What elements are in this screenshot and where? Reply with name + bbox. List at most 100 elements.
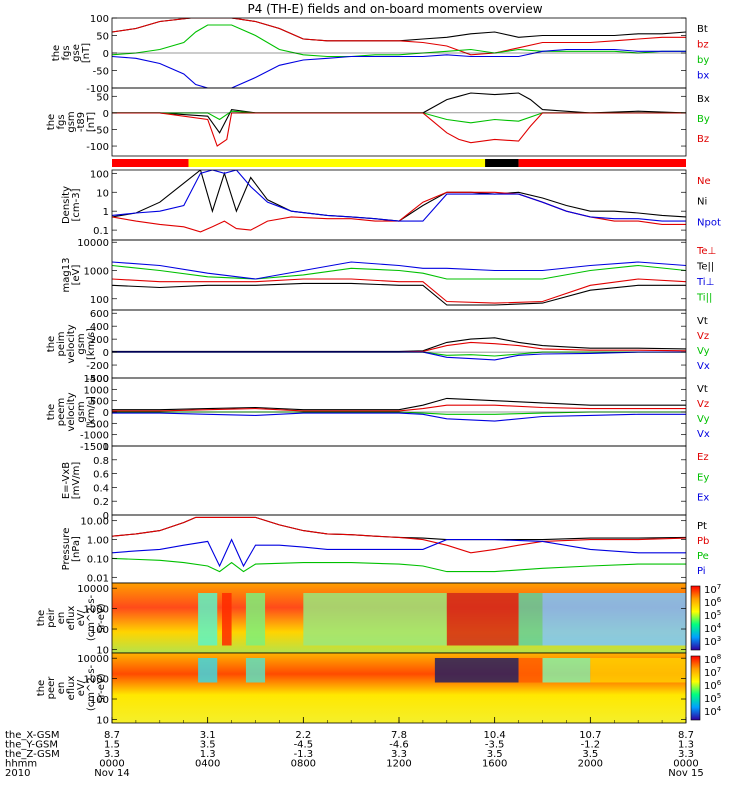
y-axis-label: peim (56, 331, 67, 356)
colorbar-tick-label: 106 (704, 679, 722, 692)
y-axis-label: (cm^2-s- (86, 664, 97, 711)
y-axis-label: (cm^2-s- (86, 594, 97, 641)
region-segment (112, 159, 189, 167)
panel-e-field: 1 0.8 0.6 0.4 0.2 0 E=-VxB [mV/m] Ez Ey Ex (61, 442, 709, 522)
series-line-te⊥ (112, 278, 686, 304)
x-row-value: 3.5 (582, 749, 598, 760)
series-group (112, 261, 686, 306)
series-group (112, 516, 686, 573)
spectrogram-band (542, 593, 686, 646)
y-axis-label: Pressure (61, 528, 72, 571)
y-axis-label: peir (46, 607, 57, 627)
y-tick-label: -500 (86, 419, 109, 430)
y-tick-label: 0 (103, 49, 109, 60)
region-segment (485, 159, 519, 167)
legend-entry: Ez (697, 452, 709, 463)
region-segment (518, 159, 686, 167)
y-tick-label: -400 (86, 374, 109, 385)
x-row-value: 1.3 (678, 740, 694, 751)
y-axis-label: the (46, 336, 57, 352)
y-tick-label: 100 (90, 295, 109, 306)
panel-region-bar (112, 159, 686, 167)
legend-entry: Te|| (696, 262, 714, 273)
legend-entry: bx (697, 71, 709, 82)
y-tick-label: -200 (86, 361, 109, 372)
colorbar-tick-label: 106 (704, 596, 722, 609)
y-tick-label: 0.6 (93, 470, 109, 481)
spectrogram-band (245, 658, 266, 683)
x-row-value: -4.6 (389, 740, 409, 751)
y-axis-label: en (56, 612, 67, 625)
legend-entry: Vt (697, 384, 708, 395)
y-axis-label: velocity (66, 392, 77, 431)
y-tick-label: 0 (103, 348, 109, 359)
spectrogram-band (303, 593, 447, 646)
spectrogram-band (518, 593, 543, 646)
colorbar-tick-label: 104 (704, 622, 722, 635)
colorbar-tick-label: 104 (704, 705, 722, 718)
spectrogram-image (112, 583, 686, 653)
series-line-pi (112, 538, 686, 568)
y-axis-label: [nT] (81, 43, 92, 63)
y-tick-label: 10 (96, 188, 109, 199)
y-axis-label: velocity (66, 324, 77, 363)
legend-entry: Ne (697, 176, 711, 187)
x-row-value: 1200 (386, 759, 411, 770)
x-row-value: 2000 (578, 759, 603, 770)
y-tick-label: 1 (103, 442, 109, 453)
y-axis-label: fgs (56, 114, 67, 129)
panel-fgs-gse: 100 50 0 -50 -100 the fgs gse [nT] Bt bz by bx (51, 14, 709, 95)
panel-pressure: 10.00 1.00 0.10 0.01 Pressure [nPa] Pt Pb Pe Pi (61, 514, 709, 584)
y-axis-label: the (36, 610, 47, 626)
y-axis-label: [km/s] (86, 328, 97, 360)
series-line-npot (112, 170, 686, 222)
series-line-vz (112, 341, 686, 353)
y-tick-label: 100 (90, 169, 109, 180)
y-axis-label: [nT] (86, 112, 97, 132)
y-tick-label: -50 (93, 67, 109, 78)
legend-entry: Pt (697, 521, 707, 532)
figure-title: P4 (TH-E) fields and on-board moments ov… (247, 2, 542, 16)
panel-frame (111, 309, 687, 379)
spectrogram-band (245, 593, 266, 646)
y-tick-label: 0 (103, 109, 109, 120)
x-row-value: 10.7 (579, 730, 601, 741)
panel-temperature: 10000 1000 100 mag13 [eV] Te⊥ Te|| Ti⊥ Ti|| (61, 238, 716, 311)
x-row-value: 3.3 (678, 749, 694, 760)
y-tick-label: 1500 (84, 374, 109, 385)
y-axis-label: the (36, 680, 47, 696)
legend-entry: Ti⊥ (696, 277, 714, 288)
y-tick-label: 400 (90, 322, 109, 333)
legend-entry: By (697, 114, 710, 125)
spectrogram-band (198, 658, 218, 683)
legend-entry: Vy (697, 346, 710, 357)
x-row-label: 2010 (5, 768, 30, 779)
y-tick-label: 50 (96, 92, 109, 103)
x-row-label: hhmm (5, 759, 37, 770)
y-axis-label: fgs (61, 45, 72, 60)
y-axis-label: eV/ (76, 609, 87, 626)
spectrogram-band (542, 658, 591, 683)
series-line-vx (112, 351, 686, 361)
y-tick-label: -50 (93, 125, 109, 136)
y-tick-label: 0 (103, 511, 109, 522)
colorbar-tick-label: 105 (704, 609, 721, 622)
panel-frame (111, 169, 687, 241)
spectrogram-band (518, 658, 543, 683)
series-line-bt (112, 18, 686, 42)
y-axis-label: eflux (66, 676, 77, 701)
series-line-vx (112, 412, 686, 422)
x-row-value: 2.2 (295, 730, 311, 741)
panel-peim-velocity: 600 400 200 0 -200 -400 the peim velocity gsm [km/… (46, 309, 710, 385)
series-line-ne (112, 191, 686, 233)
region-segment (188, 159, 519, 167)
y-tick-label: 10000 (77, 584, 109, 595)
x-row-value: 10.4 (484, 730, 506, 741)
y-axis-label: gsm (76, 401, 87, 422)
x-row-value: 1.5 (104, 740, 120, 751)
legend-entry: Npot (697, 217, 721, 228)
y-tick-label: -1500 (80, 442, 109, 453)
legend-entry: Bz (697, 134, 709, 145)
